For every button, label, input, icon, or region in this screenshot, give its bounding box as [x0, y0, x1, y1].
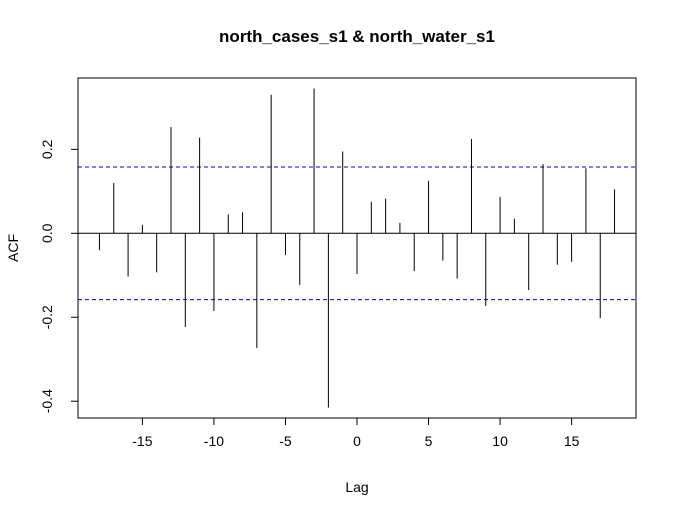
x-tick-label: -10	[204, 433, 224, 449]
y-tick-label: -0.2	[39, 305, 55, 329]
x-tick-label: -5	[279, 433, 292, 449]
y-tick-label: 0.0	[39, 223, 55, 243]
y-axis: -0.4 -0.2 0.0 0.2	[39, 139, 79, 413]
y-tick-label: 0.2	[39, 139, 55, 159]
x-tick-label: 0	[353, 433, 361, 449]
x-axis: -15 -10 -5 0 5 10 15	[132, 417, 580, 449]
y-tick-label: -0.4	[39, 389, 55, 413]
x-tick-label: 5	[425, 433, 433, 449]
x-tick-label: 10	[492, 433, 508, 449]
acf-bars	[98, 88, 616, 408]
chart-title: north_cases_s1 & north_water_s1	[219, 27, 495, 46]
y-axis-label: ACF	[5, 234, 21, 262]
x-tick-label: -15	[132, 433, 152, 449]
x-tick-label: 15	[564, 433, 580, 449]
x-axis-label: Lag	[345, 479, 368, 495]
